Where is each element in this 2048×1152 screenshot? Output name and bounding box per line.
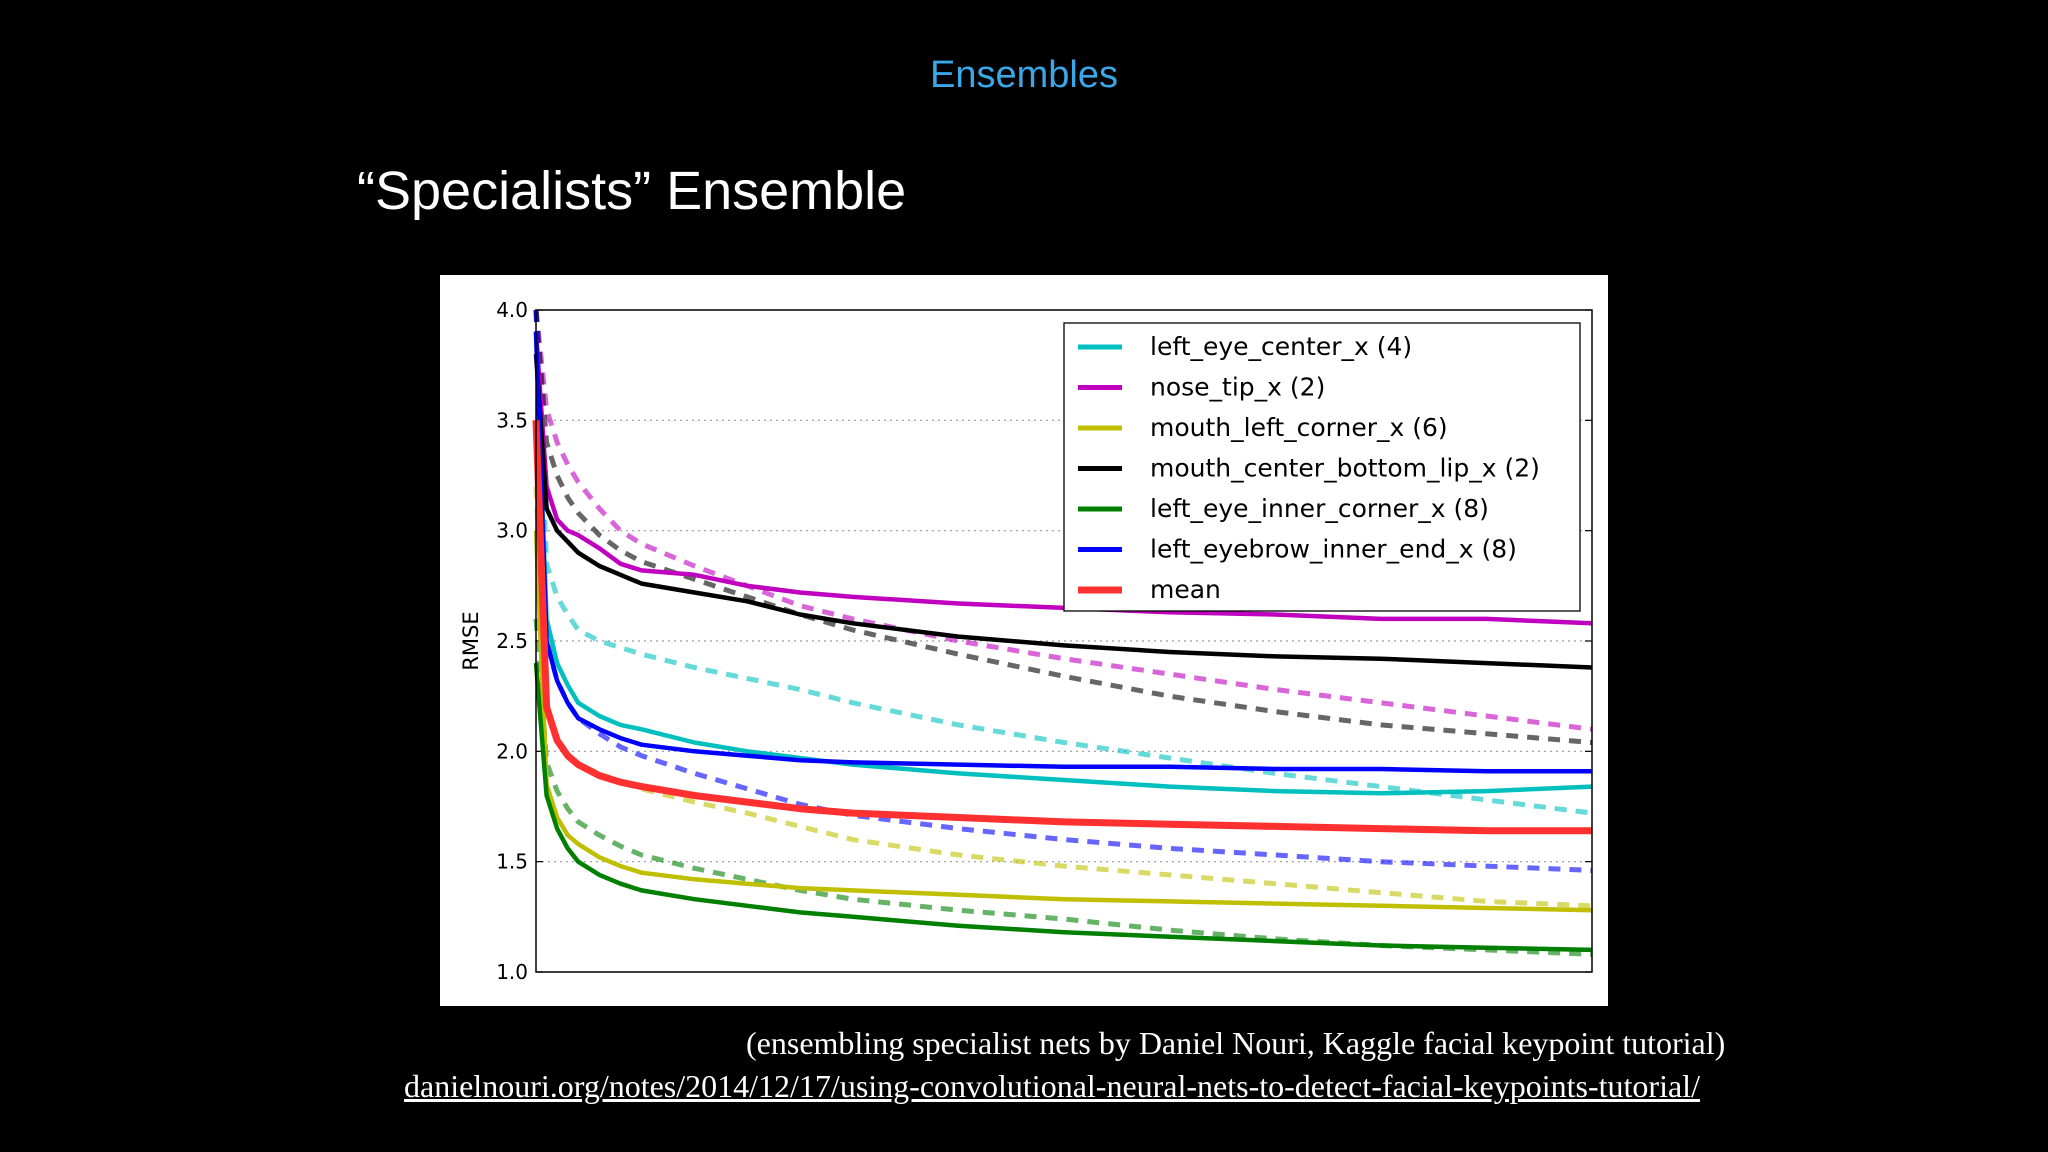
series-line-left-eye-inner-corner-x-8 [533, 662, 1593, 953]
series-line-mean [532, 420, 1592, 835]
section-title: Ensembles [930, 54, 1118, 96]
chart-panel: 1.0 1.5 2.0 2.5 3.0 3.5 4.0 RMSE left_eye_center… [440, 275, 1608, 1006]
legend-label-left-eye-inner-corner-x-8: left_eye_inner_corner_x (8) [1150, 494, 1489, 523]
slide-title: “Specialists” Ensemble [357, 161, 907, 221]
legend-label-mouth-left-corner-x-6: mouth_left_corner_x (6) [1150, 413, 1448, 442]
legend-box [1063, 322, 1581, 612]
legend-label-left-eye-center-x-4: left_eye_center_x (4) [1150, 332, 1412, 361]
series-dashed-mouth-center-bottom-lip-x-2 [533, 309, 1593, 745]
source-url-link[interactable]: danielnouri.org/notes/2014/12/17/using-c… [404, 1068, 1700, 1104]
source-caption: (ensembling specialist nets by Daniel No… [746, 1025, 1726, 1061]
series-line-left-eye-center-x-4 [533, 332, 1593, 796]
series-dashed-left-eye-inner-corner-x-8 [533, 618, 1593, 957]
legend-label-left-eyebrow-inner-end-x-8: left_eyebrow_inner_end_x (8) [1150, 535, 1517, 564]
series-line-left-eyebrow-inner-end-x-8 [533, 332, 1592, 774]
y-tick-label-1.5: 1.5 [496, 850, 528, 874]
legend-label-mouth-center-bottom-lip-x-2: mouth_center_bottom_lip_x (2) [1150, 454, 1540, 483]
y-tick-label-2.0: 2.0 [496, 739, 528, 763]
y-tick-label-2.5: 2.5 [496, 629, 528, 653]
series-line-nose-tip-x-2 [533, 331, 1593, 626]
series-dashed-left-eye-center-x-4 [533, 309, 1593, 816]
y-tick-label-4.0: 4.0 [496, 298, 528, 322]
y-tick-label-3.5: 3.5 [496, 408, 528, 432]
plot-frame [535, 309, 1593, 973]
y-tick-label-3.0: 3.0 [496, 519, 528, 543]
legend-label-mean: mean [1150, 575, 1221, 604]
y-tick-label-1.0: 1.0 [496, 960, 528, 984]
legend-label-nose-tip-x-2: nose_tip_x (2) [1150, 373, 1325, 402]
rmse-line-chart: 1.0 1.5 2.0 2.5 3.0 3.5 4.0 RMSE left_eye_center… [459, 298, 1593, 984]
series-line-mouth-center-bottom-lip-x-2 [533, 353, 1593, 670]
y-axis-label: RMSE [459, 611, 483, 670]
series-line-mouth-left-corner-x-6 [533, 530, 1593, 913]
